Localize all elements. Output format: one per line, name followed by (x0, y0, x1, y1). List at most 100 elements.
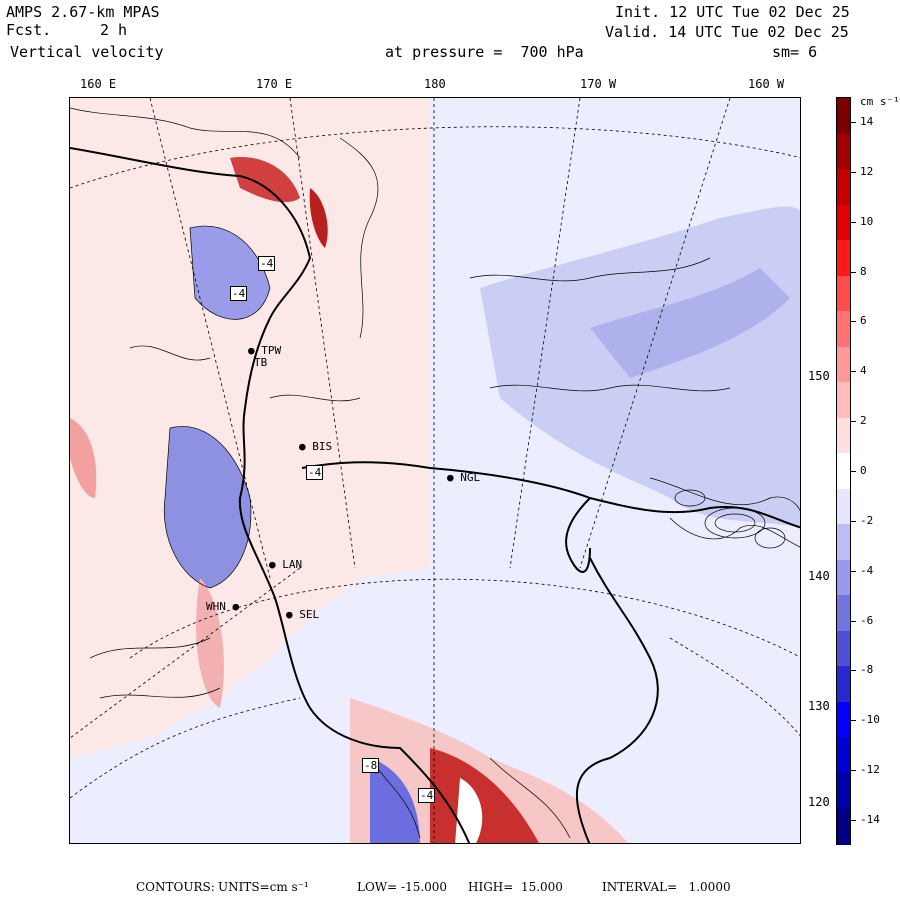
colorbar-swatch (837, 453, 850, 490)
contour-lines (70, 107, 800, 839)
colorbar-label: 14 (860, 114, 874, 128)
warm-region-south (350, 698, 629, 843)
colorbar-label: 0 (860, 464, 867, 477)
colorbar-label: 8 (860, 264, 867, 278)
smoothing: sm= 6 (772, 43, 818, 61)
colorbar-swatch (837, 630, 850, 668)
colorbar-label: -14 (860, 813, 880, 827)
colorbar-tick (851, 121, 856, 123)
colorbar-label: -12 (860, 763, 880, 777)
colorbar-label: -2 (860, 513, 874, 527)
colorbar-swatch (837, 204, 850, 242)
contour-label: -4 (306, 465, 324, 480)
warm-patch-west-edge (70, 418, 97, 498)
lat-label-120w: 120 W (808, 795, 845, 809)
forecast-label: Fcst. (6, 21, 52, 39)
colorbar-swatch (837, 275, 850, 313)
colorbar-swatch (837, 595, 850, 632)
station-tpw: ● TPW (248, 344, 282, 357)
station-bis: ● BIS (299, 440, 333, 453)
lat-label-150w: 150 W (808, 369, 845, 383)
colorbar-tick (851, 670, 856, 672)
warm-streak-north (230, 157, 300, 203)
colorbar-swatch (837, 169, 850, 206)
colorbar-swatch (837, 737, 850, 774)
colorbar-tick (851, 620, 856, 622)
colorbar-tick (851, 221, 856, 223)
warm-streak-ridge (309, 188, 328, 248)
colorbar-tick (851, 321, 856, 323)
forecast-hour: 2 h (100, 21, 128, 39)
station-sel: ● SEL (286, 608, 320, 621)
colorbar-label: 4 (860, 364, 867, 378)
footer-contours: CONTOURS: (136, 880, 215, 894)
contour-label: -4 (418, 788, 436, 803)
colorbar-tick (851, 820, 856, 822)
valid-time: Valid. 14 UTC Tue 02 Dec 25 (605, 23, 849, 41)
colorbar-swatch (837, 382, 850, 419)
colorbar-label: 2 (860, 414, 867, 428)
colorbar-tick (851, 421, 856, 423)
station-lan: ● LAN (269, 558, 303, 571)
lon-label-180: 180 (424, 77, 446, 91)
colorbar-label: 10 (860, 214, 874, 228)
colorbar-swatch (837, 559, 850, 597)
colorbar-tick (851, 171, 856, 173)
init-time: Init. 12 UTC Tue 02 Dec 25 (615, 3, 850, 21)
colorbar-unit: cm s⁻¹ (860, 95, 900, 108)
colorbar-swatch (837, 772, 850, 810)
field-name: Vertical velocity (10, 43, 164, 61)
colorbar-label: -10 (860, 713, 880, 727)
colorbar-label: -8 (860, 663, 874, 677)
contour-label: -8 (362, 758, 380, 773)
colorbar-swatch (837, 240, 850, 277)
graticule (70, 98, 800, 843)
model-title: AMPS 2.67-km MPAS (6, 3, 160, 21)
cool-region-east-core (590, 268, 790, 378)
colorbar-label: -4 (860, 563, 874, 577)
lon-label-170e: 170 E (256, 77, 293, 91)
colorbar (836, 97, 851, 845)
colorbar-tick (851, 471, 856, 472)
pressure-level: at pressure = 700 hPa (385, 43, 584, 61)
colorbar-label: 12 (860, 164, 874, 178)
colorbar-label: -6 (860, 613, 874, 627)
colorbar-label: 6 (860, 314, 867, 328)
strong-cool-south (370, 758, 420, 843)
footer-interval: INTERVAL= 1.0000 (602, 880, 731, 894)
colorbar-swatch (837, 417, 850, 455)
colorbar-swatch (837, 808, 850, 845)
colorbar-swatch (837, 488, 850, 526)
lon-label-170w: 170 W (580, 77, 617, 91)
colorbar-swatch (837, 524, 850, 561)
colorbar-swatch (837, 311, 850, 348)
colorbar-swatch (837, 666, 850, 703)
cool-region-west (164, 426, 251, 588)
colorbar-tick (851, 770, 856, 772)
colorbar-swatch (837, 98, 850, 135)
lat-label-130w: 130 W (808, 699, 845, 713)
colorbar-tick (851, 570, 856, 572)
contour-cluster-east (674, 489, 786, 549)
warm-region-west (70, 98, 430, 758)
cool-region-northwest (190, 226, 270, 320)
station-tb: TB (254, 356, 268, 369)
colorbar-tick (851, 520, 856, 522)
colorbar-swatch (837, 346, 850, 384)
contour-label: -4 (258, 256, 276, 271)
colorbar-tick (851, 271, 856, 273)
colorbar-tick (851, 371, 856, 373)
lon-label-160w: 160 W (748, 77, 785, 91)
station-whn: WHN ● (206, 600, 240, 613)
footer-high: HIGH= 15.000 (468, 880, 563, 894)
footer-low: LOW= -15.000 (357, 880, 448, 894)
map-panel: ● BIS ● NGL ● LAN WHN ● ● SEL ● TPW TB -… (69, 97, 801, 844)
station-ngl: ● NGL (447, 471, 481, 484)
colorbar-swatch (837, 701, 850, 739)
map-canvas (70, 98, 800, 843)
coastline (70, 147, 800, 843)
footer-units: UNITS=cm s⁻¹ (218, 880, 309, 894)
colorbar-tick (851, 720, 856, 722)
warm-streak-south (196, 578, 224, 708)
colorbar-swatch (837, 133, 850, 171)
